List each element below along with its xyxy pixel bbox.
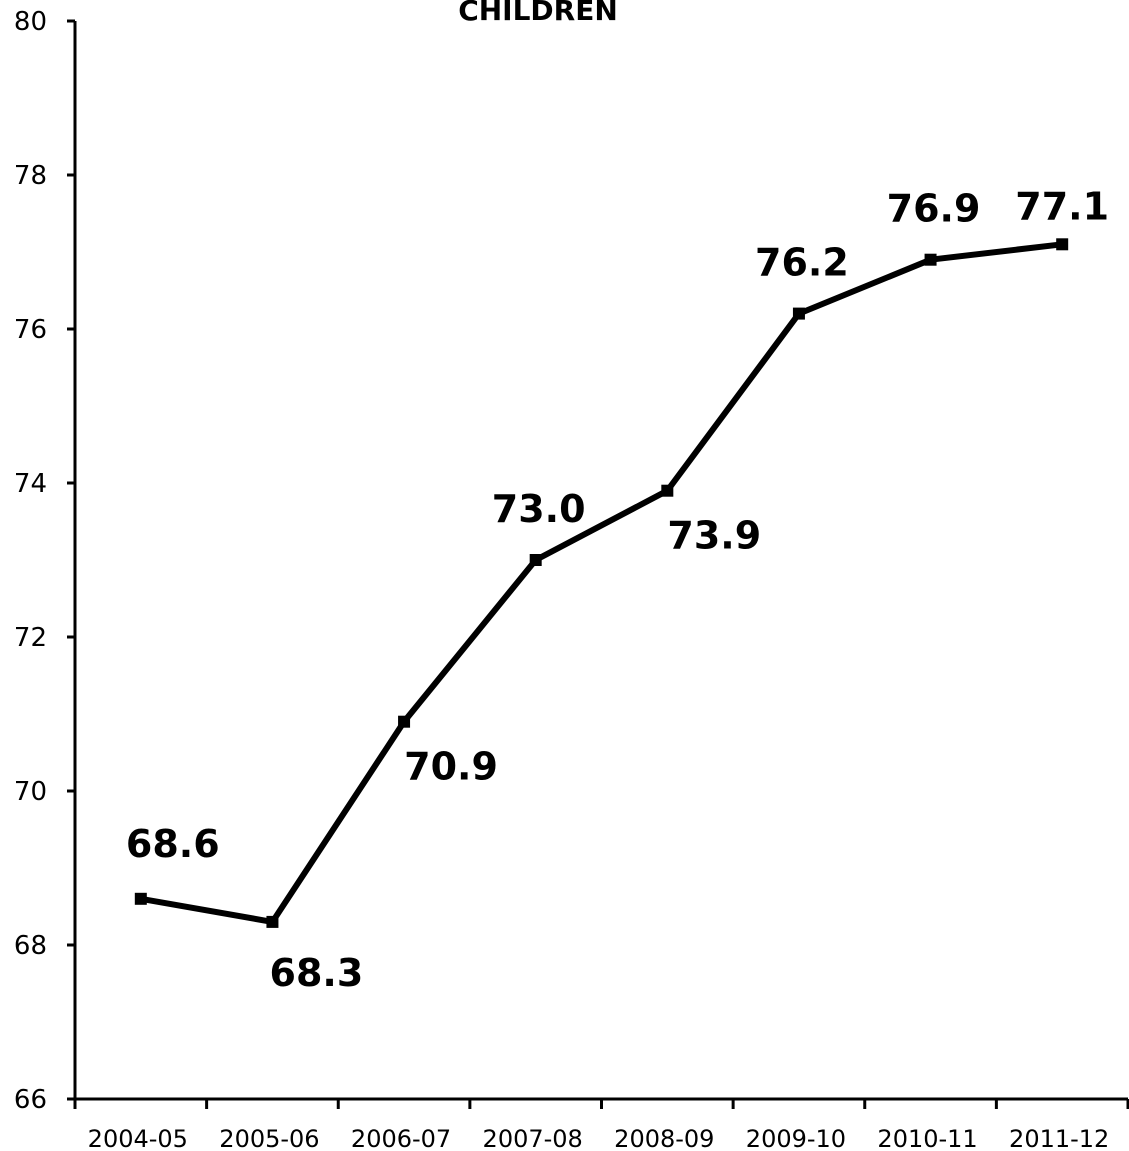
y-tick-label: 72 <box>14 623 47 653</box>
x-tick-label: 2004-05 <box>88 1125 188 1151</box>
chart-title: CHILDREN <box>458 0 618 27</box>
data-label: 73.9 <box>667 514 761 558</box>
x-tick-label: 2011-12 <box>1009 1125 1109 1151</box>
data-label: 76.2 <box>755 241 849 285</box>
data-label: 77.1 <box>1015 184 1109 228</box>
series <box>134 238 1069 928</box>
data-point <box>1056 238 1069 251</box>
y-tick-label: 80 <box>14 7 47 37</box>
data-point <box>529 554 542 566</box>
data-label: 73.0 <box>492 487 586 531</box>
data-label: 76.9 <box>887 187 981 231</box>
data-point <box>398 715 411 728</box>
y-tick-label: 74 <box>14 469 47 499</box>
x-tick-label: 2005-06 <box>219 1125 319 1151</box>
data-label: 68.3 <box>270 951 364 995</box>
axes: 66 68 70 72 74 76 78 80 2004-05 2005-06 2006-07 200… <box>14 7 1129 1151</box>
data-point <box>661 484 674 497</box>
y-tick-label: 78 <box>14 161 47 191</box>
x-tick-label: 2006-07 <box>351 1125 451 1151</box>
x-tick-label: 2009-10 <box>746 1125 846 1151</box>
y-tick-label: 70 <box>14 777 47 807</box>
data-point <box>924 253 937 266</box>
x-tick-label: 2008-09 <box>614 1125 714 1151</box>
series-line <box>140 241 1063 925</box>
x-tick-label: 2007-08 <box>483 1125 583 1151</box>
y-tick-label: 76 <box>14 315 47 345</box>
data-point <box>134 892 147 905</box>
data-label: 68.6 <box>126 822 220 866</box>
data-labels: 68.6 68.3 70.9 73.0 73.9 76.2 76.9 77.1 <box>126 184 1109 995</box>
y-tick-label: 66 <box>14 1085 47 1115</box>
data-point <box>792 307 805 320</box>
data-point <box>266 915 279 928</box>
y-tick-label: 68 <box>14 931 47 961</box>
x-tick-label: 2010-11 <box>877 1125 977 1151</box>
data-label: 70.9 <box>404 745 498 789</box>
